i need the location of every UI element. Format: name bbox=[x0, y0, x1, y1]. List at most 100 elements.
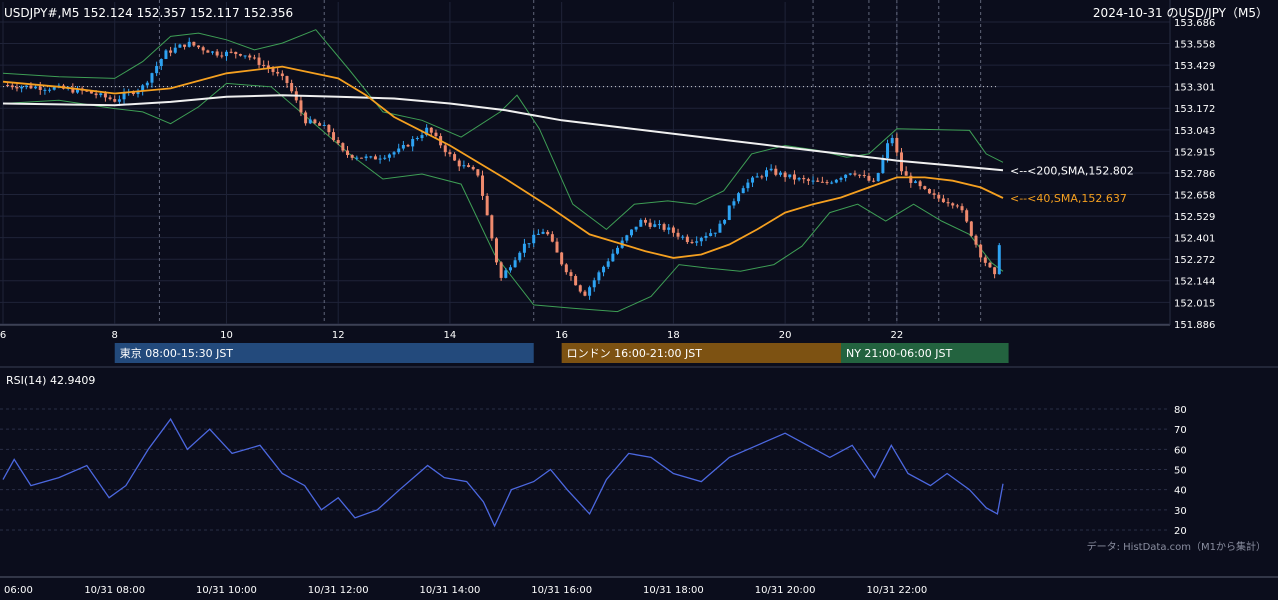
candle-body bbox=[588, 287, 592, 296]
price-panel: <--<200,SMA,152.802 <--<40,SMA,152.637 1… bbox=[0, 0, 1215, 341]
session-label: ロンドン 16:00-21:00 JST bbox=[567, 347, 703, 360]
candle-body bbox=[727, 205, 731, 220]
candle-body bbox=[453, 154, 457, 161]
candle-body bbox=[732, 201, 736, 206]
candle-body bbox=[113, 99, 117, 102]
candle-body bbox=[676, 232, 680, 237]
candle-body bbox=[378, 158, 382, 160]
candle-body bbox=[951, 203, 955, 206]
price-y-tick-label: 152.401 bbox=[1174, 234, 1215, 245]
candle-body bbox=[941, 198, 945, 203]
candle-body bbox=[234, 51, 238, 55]
candle-body bbox=[6, 85, 10, 87]
candle-body bbox=[946, 202, 950, 204]
candle-body bbox=[532, 234, 536, 244]
candle-body bbox=[155, 66, 159, 74]
candle-body bbox=[522, 243, 526, 253]
candle-body bbox=[802, 178, 806, 180]
price-y-tick-label: 153.301 bbox=[1174, 83, 1215, 94]
candle-body bbox=[341, 143, 345, 151]
rsi-y-tick-label: 20 bbox=[1174, 526, 1187, 537]
time-x-axis: 06:00 10/31 08:00 10/31 10:00 10/31 12:00 10… bbox=[4, 585, 927, 596]
candle-body bbox=[29, 85, 33, 89]
candle-body bbox=[671, 227, 675, 233]
candle-body bbox=[834, 179, 838, 183]
rsi-panel: 80 70 60 50 40 30 20 06:00 10/31 08:00 10/31 10:… bbox=[0, 366, 1278, 596]
candle-body bbox=[820, 181, 824, 183]
candle-body bbox=[220, 55, 224, 57]
candle-body bbox=[825, 182, 829, 184]
candle-body bbox=[48, 89, 52, 91]
candle-body bbox=[797, 178, 801, 180]
candle-body bbox=[141, 85, 145, 91]
candle-body bbox=[792, 174, 796, 180]
session-label: 東京 08:00-15:30 JST bbox=[120, 346, 234, 360]
candle-body bbox=[103, 93, 107, 98]
candle-body bbox=[932, 193, 936, 195]
candle-body bbox=[197, 45, 201, 48]
candle-body bbox=[639, 219, 643, 227]
candle-body bbox=[24, 85, 28, 87]
candle-body bbox=[122, 92, 126, 100]
candle-body bbox=[876, 172, 880, 182]
price-y-tick-label: 151.886 bbox=[1174, 320, 1215, 331]
candle-body bbox=[592, 280, 596, 288]
candle-body bbox=[206, 50, 210, 53]
candle-body bbox=[359, 157, 363, 159]
candle-body bbox=[406, 144, 410, 147]
candle-body bbox=[811, 180, 815, 182]
price-x-tick-label: 14 bbox=[444, 330, 457, 341]
candle-body bbox=[229, 51, 233, 53]
candle-body bbox=[443, 145, 447, 153]
candle-body bbox=[527, 243, 531, 245]
candle-body bbox=[699, 237, 703, 242]
candle-body bbox=[774, 168, 778, 175]
candle-body bbox=[890, 137, 894, 144]
candle-body bbox=[117, 99, 121, 102]
rsi-y-tick-label: 30 bbox=[1174, 506, 1187, 517]
candle-body bbox=[401, 144, 405, 149]
candle-body bbox=[616, 247, 620, 254]
candle-body bbox=[499, 262, 503, 278]
candle-body bbox=[304, 112, 308, 124]
candle-body bbox=[839, 177, 843, 180]
candle-body bbox=[536, 233, 540, 235]
candle-body bbox=[383, 157, 387, 159]
candle-body bbox=[355, 157, 359, 159]
time-x-tick-label: 10/31 14:00 bbox=[420, 585, 481, 596]
candle-body bbox=[52, 87, 56, 90]
candle-body bbox=[927, 188, 931, 194]
candle-body bbox=[20, 86, 24, 89]
candle-body bbox=[713, 232, 717, 234]
candle-body bbox=[955, 205, 959, 207]
candle-body bbox=[183, 44, 187, 47]
candle-body bbox=[71, 87, 75, 93]
candle-body bbox=[290, 83, 294, 92]
price-y-tick-label: 152.529 bbox=[1174, 212, 1215, 223]
candle-body bbox=[602, 266, 606, 273]
candle-body bbox=[508, 267, 512, 271]
candle-body bbox=[718, 223, 722, 233]
symbol-info: USDJPY#,M5 152.124 152.357 152.117 152.3… bbox=[4, 6, 293, 20]
candle-body bbox=[336, 140, 340, 144]
candle-body bbox=[858, 174, 862, 176]
candle-body bbox=[313, 119, 317, 124]
rsi-line bbox=[2, 417, 1004, 528]
candle-body bbox=[462, 165, 466, 167]
candle-body bbox=[778, 172, 782, 175]
chart-title: 2024-10-31 のUSD/JPY（M5） bbox=[1093, 6, 1268, 20]
candle-body bbox=[397, 148, 401, 153]
candle-body bbox=[34, 86, 38, 89]
candle-body bbox=[755, 176, 759, 178]
candle-body bbox=[830, 182, 834, 184]
sma200-label: <--<200,SMA,152.802 bbox=[1010, 164, 1134, 177]
price-y-tick-label: 152.786 bbox=[1174, 169, 1215, 180]
candle-body bbox=[425, 127, 429, 136]
session-bar bbox=[840, 343, 1009, 363]
candle-body bbox=[737, 193, 741, 202]
time-x-tick-label: 06:00 bbox=[4, 585, 33, 596]
candle-body bbox=[709, 233, 713, 236]
candle-body bbox=[550, 234, 554, 242]
